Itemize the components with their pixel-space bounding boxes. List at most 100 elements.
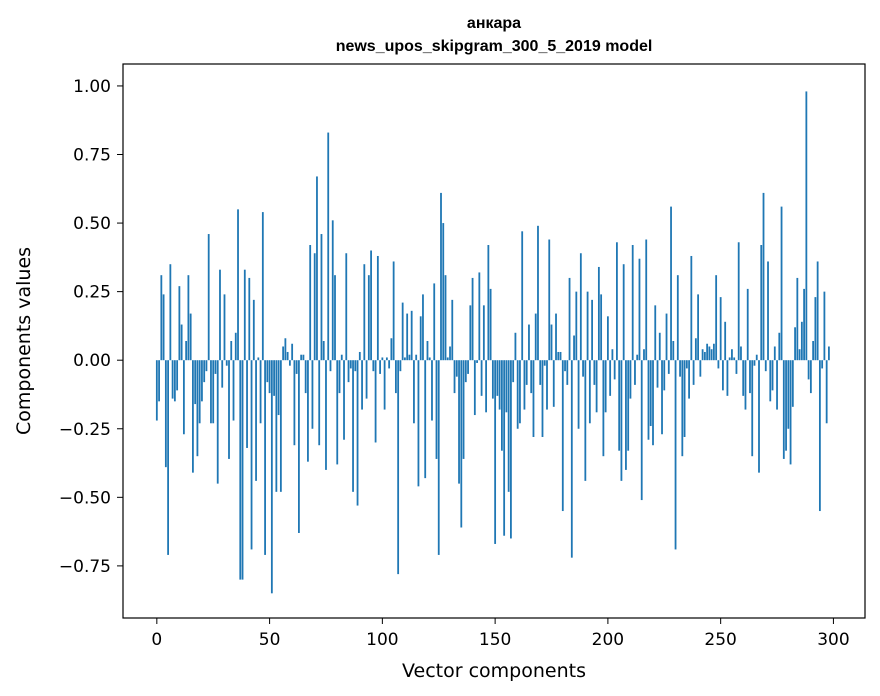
bar-component-285 xyxy=(798,349,801,361)
bar-component-146 xyxy=(485,360,487,413)
bar-component-136 xyxy=(462,360,465,459)
bar-component-21 xyxy=(203,360,206,383)
bar-component-103 xyxy=(388,360,391,369)
bar-component-95 xyxy=(370,250,372,361)
bar-component-274 xyxy=(773,346,776,361)
bar-component-168 xyxy=(534,313,537,361)
y-tick-label: −0.75 xyxy=(59,557,111,577)
bar-component-295 xyxy=(821,360,824,369)
bar-component-178 xyxy=(557,351,560,361)
bar-component-125 xyxy=(437,360,440,555)
y-tick-label: 0.75 xyxy=(73,146,111,166)
bar-component-296 xyxy=(823,291,826,361)
bar-component-130 xyxy=(449,346,451,361)
bar-component-217 xyxy=(645,239,648,361)
bar-component-131 xyxy=(451,299,454,361)
bar-component-159 xyxy=(514,332,517,361)
bar-component-181 xyxy=(564,360,566,372)
bars-group xyxy=(155,91,830,594)
bar-component-229 xyxy=(672,341,675,361)
bar-component-288 xyxy=(805,91,808,361)
bar-component-165 xyxy=(528,324,530,361)
bar-component-282 xyxy=(791,360,794,407)
bar-component-83 xyxy=(343,360,345,440)
bar-component-176 xyxy=(552,360,555,407)
bar-component-255 xyxy=(731,349,733,361)
bar-component-43 xyxy=(252,299,255,361)
bar-component-175 xyxy=(550,324,553,361)
bar-component-76 xyxy=(327,132,330,361)
bar-component-53 xyxy=(275,360,278,492)
bar-component-42 xyxy=(250,360,253,550)
bar-component-151 xyxy=(496,360,499,396)
bar-component-51 xyxy=(270,360,273,594)
bar-component-270 xyxy=(764,360,767,372)
bar-component-219 xyxy=(649,360,652,427)
bar-component-10 xyxy=(178,286,181,361)
bar-component-96 xyxy=(372,360,375,372)
bar-component-106 xyxy=(394,360,397,394)
bar-component-153 xyxy=(500,360,503,451)
bar-component-54 xyxy=(277,360,280,416)
bar-component-70 xyxy=(313,253,316,361)
bar-component-28 xyxy=(219,269,221,361)
bar-component-140 xyxy=(471,277,474,361)
bar-component-260 xyxy=(742,360,745,396)
bar-component-120 xyxy=(426,341,429,361)
bar-component-277 xyxy=(780,206,783,361)
bar-component-185 xyxy=(573,335,575,361)
bar-component-249 xyxy=(717,360,720,369)
bar-component-121 xyxy=(428,357,431,361)
bar-component-45 xyxy=(257,357,260,361)
bar-component-100 xyxy=(381,357,384,361)
bar-component-82 xyxy=(340,354,343,361)
bar-component-173 xyxy=(546,360,548,410)
bar-component-144 xyxy=(480,360,483,396)
bar-component-110 xyxy=(404,357,406,361)
bar-component-75 xyxy=(325,360,327,470)
bar-component-248 xyxy=(715,275,718,361)
bar-component-276 xyxy=(778,332,781,361)
bar-component-298 xyxy=(828,346,830,361)
plot-frame xyxy=(122,63,866,619)
bar-component-163 xyxy=(523,360,526,410)
bar-component-68 xyxy=(309,245,312,361)
bar-component-8 xyxy=(173,360,176,402)
bar-component-93 xyxy=(365,360,368,399)
bar-component-127 xyxy=(442,223,445,361)
bar-component-101 xyxy=(383,360,386,410)
bar-component-281 xyxy=(789,360,792,465)
bar-component-211 xyxy=(631,245,634,361)
x-tick-label: 150 xyxy=(479,630,511,650)
bar-component-6 xyxy=(169,264,172,361)
bar-component-50 xyxy=(268,360,271,394)
bar-component-164 xyxy=(525,360,528,385)
bar-component-230 xyxy=(674,360,677,550)
bar-component-261 xyxy=(744,360,747,410)
y-tick-label: 0.25 xyxy=(73,283,111,303)
bar-component-292 xyxy=(814,297,817,361)
bar-component-294 xyxy=(818,360,821,512)
bar-component-265 xyxy=(753,360,756,366)
bar-component-20 xyxy=(201,360,203,402)
bar-component-162 xyxy=(521,231,524,361)
bar-component-189 xyxy=(582,360,584,377)
bar-component-156 xyxy=(507,360,510,492)
y-axis-label: Components values xyxy=(13,247,35,435)
bar-component-199 xyxy=(604,360,607,413)
bar-component-113 xyxy=(410,310,413,361)
bar-component-99 xyxy=(379,360,381,374)
bar-component-273 xyxy=(771,360,774,391)
y-tick-label: 1.00 xyxy=(73,77,111,97)
x-tick-label: 250 xyxy=(704,630,736,650)
bar-component-38 xyxy=(241,360,244,580)
bar-component-157 xyxy=(510,360,512,539)
bar-component-193 xyxy=(591,299,593,361)
bar-component-32 xyxy=(228,360,230,459)
bar-component-160 xyxy=(516,360,519,429)
bar-component-204 xyxy=(616,242,618,361)
bar-component-251 xyxy=(722,360,724,391)
bar-component-286 xyxy=(800,321,803,361)
bar-component-48 xyxy=(264,360,266,555)
bar-component-245 xyxy=(708,346,711,361)
